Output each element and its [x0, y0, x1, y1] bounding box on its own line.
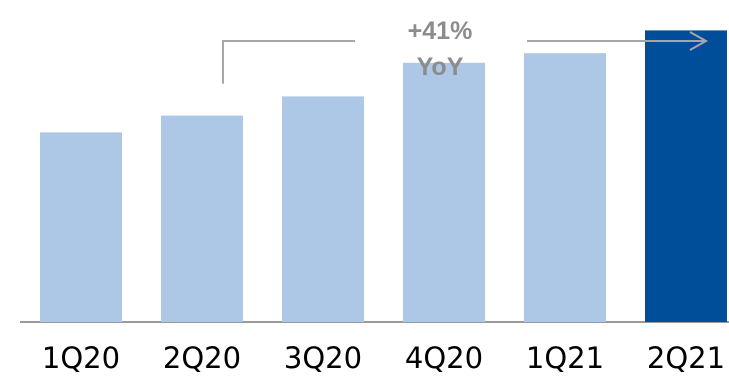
bar-1q21: [524, 53, 606, 322]
annotation-bracket-line: [222, 40, 355, 84]
bar-4q20: [403, 62, 485, 323]
bar-3q20: [282, 96, 364, 323]
yoy-annotation: +41% YoY: [222, 17, 709, 84]
annotation-arrowhead: [689, 31, 709, 51]
category-label-1q21: 1Q21: [526, 341, 604, 375]
category-labels-group: 1Q20 2Q20 3Q20 4Q20 1Q21 2Q21: [42, 341, 725, 375]
annotation-yoy-label: YoY: [417, 53, 464, 81]
category-label-2q20: 2Q20: [163, 341, 241, 375]
category-label-1q20: 1Q20: [42, 341, 120, 375]
category-label-3q20: 3Q20: [284, 341, 362, 375]
bar-2q20: [161, 115, 243, 322]
bar-1q20: [40, 132, 122, 322]
bar-2q21: [645, 30, 727, 323]
category-label-4q20: 4Q20: [405, 341, 483, 375]
category-label-2q21: 2Q21: [647, 341, 725, 375]
annotation-growth-value: +41%: [408, 17, 473, 45]
bars-group: [40, 30, 727, 323]
